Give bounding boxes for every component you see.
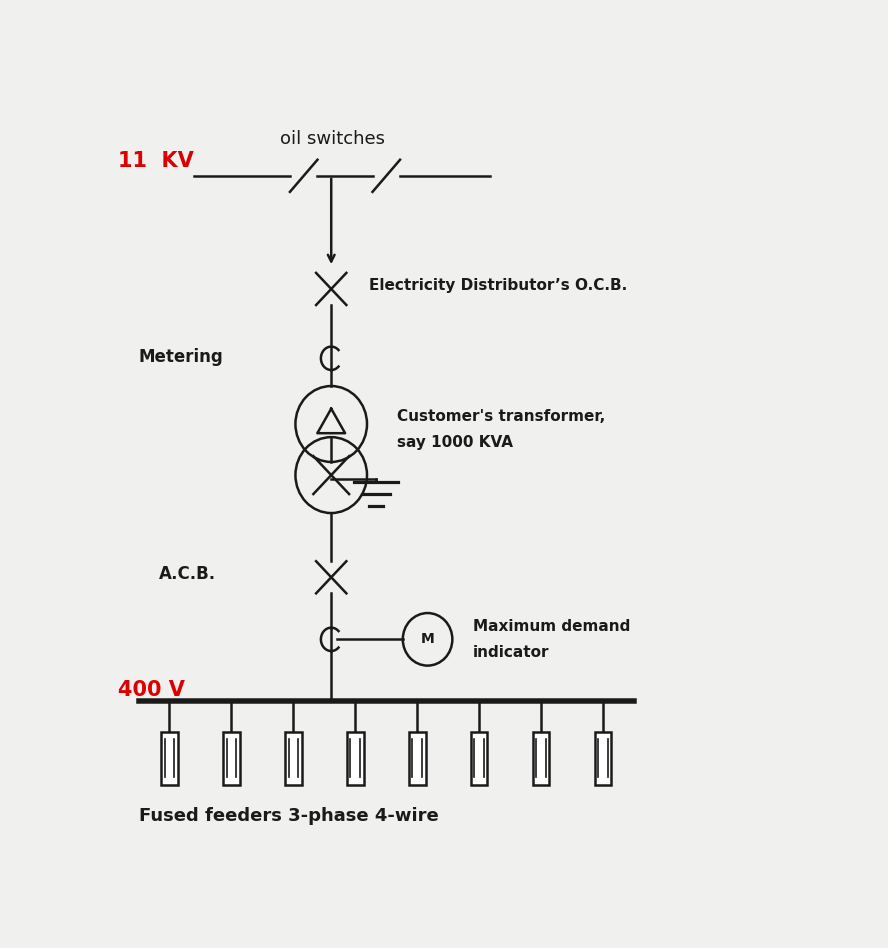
Bar — [409, 732, 425, 785]
Text: Maximum demand: Maximum demand — [473, 619, 630, 633]
Bar — [595, 732, 611, 785]
Text: Customer's transformer,: Customer's transformer, — [397, 410, 605, 424]
Text: indicator: indicator — [473, 645, 550, 660]
Text: Electricity Distributor’s O.C.B.: Electricity Distributor’s O.C.B. — [369, 278, 627, 293]
Bar — [347, 732, 363, 785]
Text: Metering: Metering — [139, 348, 223, 366]
Text: oil switches: oil switches — [280, 130, 385, 148]
Bar — [533, 732, 550, 785]
Bar — [285, 732, 302, 785]
Text: say 1000 KVA: say 1000 KVA — [397, 435, 512, 449]
Text: A.C.B.: A.C.B. — [159, 565, 217, 583]
Text: 400 V: 400 V — [118, 681, 185, 701]
Text: 11  KV: 11 KV — [118, 152, 194, 172]
Text: M: M — [421, 632, 434, 647]
Bar — [223, 732, 240, 785]
Bar — [471, 732, 488, 785]
Bar — [162, 732, 178, 785]
Text: Fused feeders 3-phase 4-wire: Fused feeders 3-phase 4-wire — [139, 807, 439, 825]
